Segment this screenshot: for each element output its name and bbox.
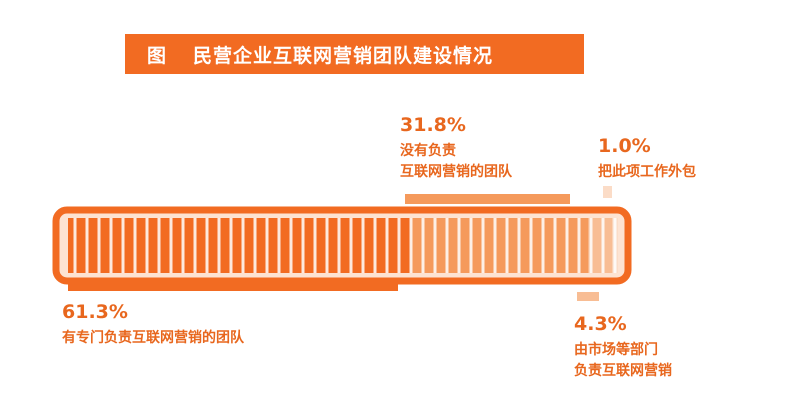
marker-bar-4: [603, 186, 612, 198]
value-label-2: 31.8%: [400, 114, 466, 136]
category-label-3-2: 负责互联网营销: [574, 362, 672, 379]
value-label-3: 4.3%: [574, 313, 627, 335]
category-label-4-1: 把此项工作外包: [598, 163, 696, 180]
bar-stripes: [73, 218, 617, 273]
category-label-3-1: 由市场等部门: [574, 341, 658, 358]
value-label-1: 61.3%: [62, 301, 128, 323]
bar-segment-2: [410, 218, 589, 273]
marker-bar-1: [68, 282, 398, 291]
figure-label: 图: [147, 44, 168, 67]
chart-title-banner: 图 民营企业互联网营销团队建设情况: [125, 34, 584, 74]
category-label-2-2: 互联网营销的团队: [400, 163, 513, 180]
category-label-1-1: 有专门负责互联网营销的团队: [62, 329, 245, 346]
marker-bar-2: [405, 194, 570, 204]
category-label-2-1: 没有负责: [400, 142, 456, 159]
bar-segment-1: [68, 218, 411, 273]
value-label-4: 1.0%: [598, 135, 651, 157]
marker-bar-3: [577, 292, 599, 301]
chart-title: 民营企业互联网营销团队建设情况: [193, 44, 494, 67]
